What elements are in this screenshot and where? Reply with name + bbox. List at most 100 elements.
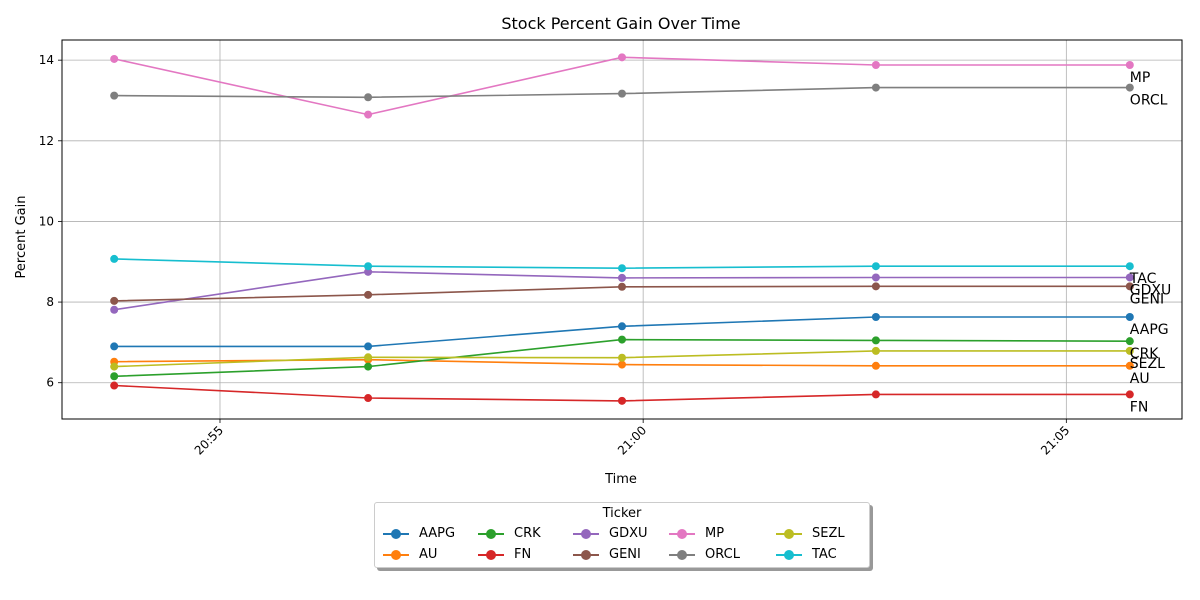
data-point-tac <box>364 262 373 271</box>
data-point-mp <box>1125 60 1134 69</box>
data-point-geni <box>364 290 373 299</box>
data-point-orcl <box>871 83 880 92</box>
data-point-gdxu <box>1125 273 1134 282</box>
data-point-crk <box>1125 337 1134 346</box>
data-point-crk <box>871 336 880 345</box>
data-point-sezl <box>1125 346 1134 355</box>
legend-marker <box>677 529 687 539</box>
data-point-fn <box>871 390 880 399</box>
legend-marker <box>784 550 794 560</box>
data-point-crk <box>618 335 626 344</box>
data-point-sezl <box>618 353 626 362</box>
data-point-mp <box>110 54 119 63</box>
data-point-mp <box>364 110 373 119</box>
y-tick-label: 14 <box>39 53 54 67</box>
data-point-fn <box>110 381 119 390</box>
legend-item-gdxu: GDXU <box>569 525 661 543</box>
legend-marker <box>581 550 591 560</box>
legend-label: AU <box>419 547 438 562</box>
data-point-sezl <box>110 362 119 371</box>
data-point-crk <box>110 372 119 381</box>
data-point-sezl <box>364 353 373 362</box>
data-point-aapg <box>110 342 119 351</box>
data-point-aapg <box>871 312 880 321</box>
x-tick-label: 21:00 <box>615 423 649 457</box>
data-point-geni <box>1125 282 1134 291</box>
data-point-gdxu <box>618 273 626 282</box>
data-point-tac <box>618 264 626 273</box>
data-point-tac <box>110 254 119 263</box>
data-point-sezl <box>871 346 880 355</box>
end-label-orcl: ORCL <box>1130 93 1168 109</box>
x-tick-label: 20:55 <box>192 423 226 457</box>
data-point-fn <box>364 394 373 403</box>
legend-label: TAC <box>812 547 837 562</box>
y-tick-label: 6 <box>46 376 54 390</box>
data-point-gdxu <box>871 273 880 282</box>
data-point-orcl <box>110 91 119 100</box>
end-label-au: AU <box>1130 371 1150 387</box>
data-point-geni <box>618 282 626 291</box>
x-tick-label: 21:05 <box>1038 423 1072 457</box>
legend-item-tac: TAC <box>772 546 864 564</box>
data-point-mp <box>871 60 880 69</box>
legend-item-fn: FN <box>474 546 566 564</box>
data-point-tac <box>871 262 880 271</box>
data-point-orcl <box>1125 83 1134 92</box>
end-label-crk: CRK <box>1130 346 1160 362</box>
legend-label: MP <box>705 526 725 541</box>
end-label-gdxu: GDXU <box>1130 282 1171 298</box>
data-point-gdxu <box>364 267 373 276</box>
y-axis-label: Percent Gain <box>14 196 29 279</box>
legend-item-au: AU <box>379 546 471 564</box>
grid-lines <box>62 40 1182 419</box>
legend-item-sezl: SEZL <box>772 525 864 543</box>
legend-marker <box>391 529 401 539</box>
legend-marker <box>486 529 496 539</box>
series-lines <box>110 53 1134 405</box>
y-tick-label: 10 <box>39 214 54 228</box>
legend-label: FN <box>514 547 532 562</box>
data-point-geni <box>110 296 119 305</box>
y-tick-label: 12 <box>39 134 54 148</box>
legend-label: ORCL <box>705 547 740 562</box>
chart-title: Stock Percent Gain Over Time <box>501 14 740 33</box>
legend: Ticker AAPG AU CRK FN GDXU GENI MP ORCL SEZL TAC <box>374 502 870 568</box>
data-point-crk <box>364 362 373 371</box>
legend-marker <box>784 529 794 539</box>
data-point-tac <box>1125 262 1134 271</box>
end-label-aapg: AAPG <box>1130 322 1169 338</box>
legend-marker <box>677 550 687 560</box>
legend-marker <box>581 529 591 539</box>
end-label-tac: TAC <box>1129 271 1157 287</box>
series-line-mp <box>114 56 1130 116</box>
legend-label: GENI <box>609 547 641 562</box>
x-axis-label: Time <box>604 472 637 487</box>
legend-marker <box>486 550 496 560</box>
data-point-aapg <box>1125 312 1134 321</box>
legend-item-mp: MP <box>665 525 757 543</box>
legend-marker <box>391 550 401 560</box>
legend-label: GDXU <box>609 526 648 541</box>
legend-item-orcl: ORCL <box>665 546 757 564</box>
plot-frame <box>61 39 1183 420</box>
end-label-fn: FN <box>1130 399 1149 415</box>
data-point-orcl <box>618 89 626 98</box>
end-label-geni: GENI <box>1130 291 1164 307</box>
y-tick-label: 8 <box>46 295 54 309</box>
data-point-aapg <box>364 342 373 351</box>
legend-label: CRK <box>514 526 541 541</box>
end-label-sezl: SEZL <box>1130 356 1165 372</box>
data-point-au <box>618 360 626 369</box>
axes: 20:55 21:00 21:05 6 8 10 12 14 <box>39 53 1073 457</box>
legend-item-geni: GENI <box>569 546 661 564</box>
legend-label: AAPG <box>419 526 456 541</box>
data-point-fn <box>618 396 626 405</box>
legend-item-aapg: AAPG <box>379 525 471 543</box>
data-point-mp <box>618 53 626 62</box>
data-point-aapg <box>618 322 626 331</box>
data-point-fn <box>1125 390 1134 399</box>
data-point-au <box>1125 361 1134 370</box>
